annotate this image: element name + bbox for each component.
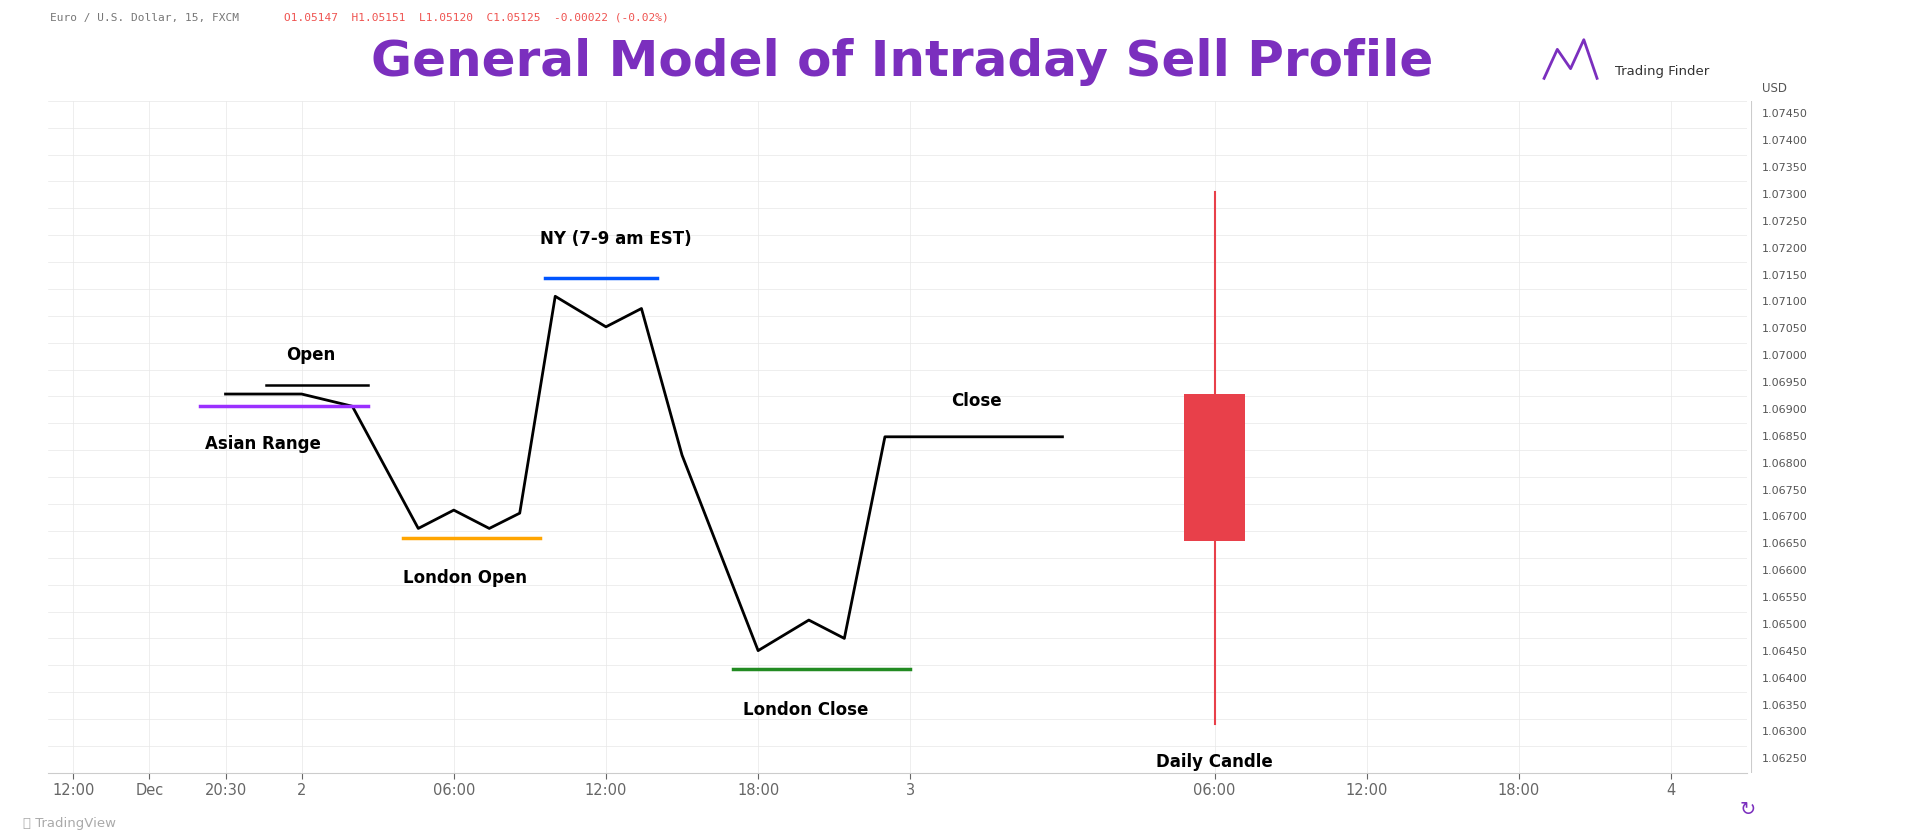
Text: 1.07350: 1.07350: [1763, 163, 1807, 173]
Text: 1.06350: 1.06350: [1763, 701, 1807, 711]
Text: 1.07200: 1.07200: [1763, 244, 1807, 254]
Text: 1.06800: 1.06800: [1763, 459, 1807, 469]
Text: 1.06300: 1.06300: [1763, 727, 1807, 738]
Text: Asian Range: Asian Range: [205, 435, 321, 453]
Text: 1.07000: 1.07000: [1763, 351, 1807, 361]
Text: 1.06250: 1.06250: [1763, 754, 1807, 764]
Text: London Close: London Close: [743, 701, 868, 719]
Text: USD: USD: [1763, 82, 1788, 96]
Text: 1.06750: 1.06750: [1763, 486, 1807, 496]
Text: 1.07300: 1.07300: [1763, 190, 1807, 200]
Text: Daily Candle: Daily Candle: [1156, 753, 1273, 770]
Text: Open: Open: [286, 346, 336, 365]
Text: 1.06700: 1.06700: [1763, 512, 1807, 522]
Text: 1.07150: 1.07150: [1763, 270, 1807, 281]
Text: 1.07050: 1.07050: [1763, 324, 1807, 334]
Text: 1.06950: 1.06950: [1763, 378, 1807, 388]
Text: 1.07250: 1.07250: [1763, 217, 1807, 227]
Text: 1.06450: 1.06450: [1763, 647, 1807, 657]
Text: 1.06400: 1.06400: [1763, 674, 1807, 684]
Text: Euro / U.S. Dollar, 15, FXCM: Euro / U.S. Dollar, 15, FXCM: [50, 13, 252, 23]
Bar: [1185, 394, 1244, 541]
Text: NY (7-9 am EST): NY (7-9 am EST): [540, 230, 691, 249]
Text: 1.06600: 1.06600: [1763, 566, 1807, 576]
Text: Close: Close: [950, 392, 1002, 410]
Text: ⛰ TradingView: ⛰ TradingView: [23, 817, 115, 830]
Text: 1.07400: 1.07400: [1763, 136, 1807, 146]
Text: 1.06900: 1.06900: [1763, 405, 1807, 415]
Text: London Open: London Open: [403, 570, 528, 587]
Text: O1.05147  H1.05151  L1.05120  C1.05125  -0.00022 (-0.02%): O1.05147 H1.05151 L1.05120 C1.05125 -0.0…: [284, 13, 668, 23]
Text: 1.06850: 1.06850: [1763, 432, 1807, 442]
Text: ↻: ↻: [1740, 800, 1757, 819]
Text: 1.06650: 1.06650: [1763, 539, 1807, 549]
Text: 1.06500: 1.06500: [1763, 620, 1807, 630]
Text: 1.07450: 1.07450: [1763, 109, 1807, 119]
Text: General Model of Intraday Sell Profile: General Model of Intraday Sell Profile: [371, 38, 1434, 86]
Text: 1.06550: 1.06550: [1763, 593, 1807, 603]
Text: 1.07100: 1.07100: [1763, 297, 1807, 307]
Text: Trading Finder: Trading Finder: [1615, 65, 1709, 78]
